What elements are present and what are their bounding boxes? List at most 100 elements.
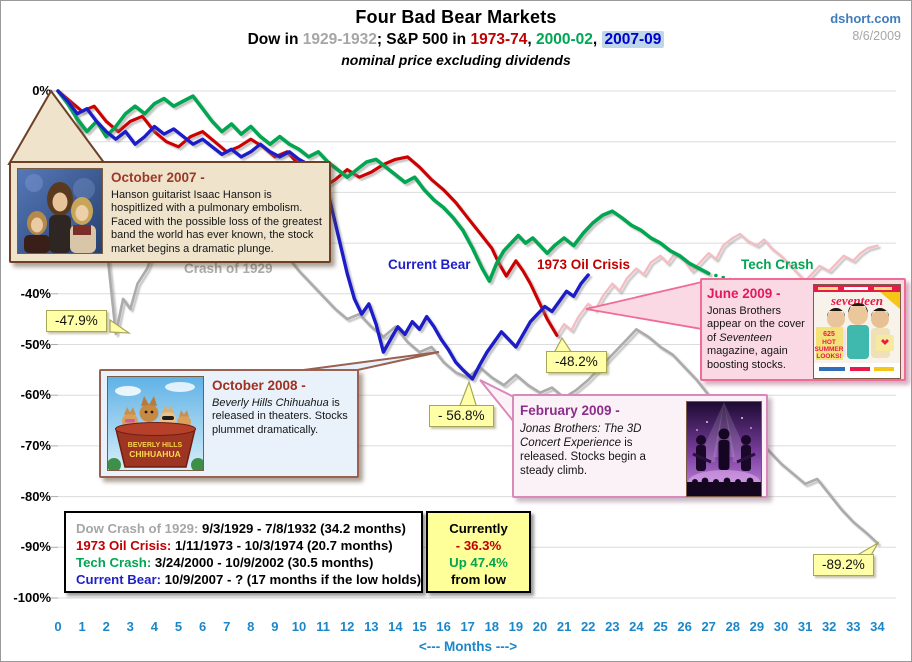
series-label-current-bear: Current Bear	[388, 257, 471, 272]
value-callout-47-9: -47.9%	[46, 310, 107, 332]
series-label-crash-of-1929: Crash of 1929	[184, 261, 273, 276]
subtitle-1929: 1929-1932	[302, 31, 377, 48]
x-tick-label: 3	[126, 619, 134, 634]
x-tick-label: 21	[556, 619, 572, 634]
x-tick-label: 15	[412, 619, 427, 634]
value-479-pointer	[109, 318, 132, 334]
chart-subtitle: Dow in 1929-1932; S&P 500 in 1973-74, 20…	[1, 31, 911, 49]
legend-row-dow1929: Dow Crash of 1929: 9/3/1929 - 7/8/1932 (…	[76, 521, 406, 536]
x-tick-label: 33	[846, 619, 861, 634]
feb2009-callout-box: February 2009 - Jonas Brothers: The 3D C…	[512, 394, 768, 498]
x-tick-label: 0	[54, 619, 62, 634]
x-tick-label: 7	[223, 619, 231, 634]
chart-tagline: nominal price excluding dividends	[341, 52, 571, 68]
x-tick-label: 26	[677, 619, 692, 634]
cover-line-looks: LOOKS!	[816, 353, 841, 360]
chart-date: 8/6/2009	[852, 29, 901, 43]
hanson-photo	[17, 168, 103, 254]
currently-box: Currently - 36.3% Up 47.4% from low	[426, 511, 531, 593]
jun2009-callout-box: June 2009 - Jonas Brothers appear on the…	[700, 278, 906, 381]
site-credit: dshort.com 8/6/2009	[830, 11, 901, 43]
jun2009-heading: June 2009 -	[707, 286, 781, 301]
x-tick-label: 29	[749, 619, 765, 634]
x-tick-label: 9	[271, 619, 279, 634]
value-callout-48-2: -48.2%	[546, 351, 607, 373]
poster-title-line2: CHIHUAHUA	[129, 449, 180, 459]
y-tick-label: -40%	[20, 285, 51, 301]
x-tick-label: 19	[508, 619, 524, 634]
oct2007-text: October 2007 - Hanson guitarist Isaac Ha…	[111, 168, 325, 256]
x-tick-label: 1	[78, 619, 86, 634]
x-tick-label: 6	[198, 619, 207, 634]
jun2009-magazine-title: Seventeen	[719, 331, 772, 344]
y-tick-label: 0%	[32, 83, 51, 98]
legend-row-current: Current Bear: 10/9/2007 - ? (17 months i…	[76, 572, 422, 587]
x-tick-label: 12	[339, 619, 355, 634]
y-tick-label: -100%	[13, 590, 51, 605]
legend-row-tech: Tech Crash: 3/24/2000 - 10/9/2002 (30.5 …	[76, 555, 374, 570]
x-tick-label: 8	[247, 619, 255, 634]
y-tick-label: -90%	[20, 539, 51, 555]
x-tick-label: 13	[364, 619, 379, 634]
subtitle-1973: 1973-74	[470, 31, 528, 48]
x-tick-label: 25	[653, 619, 668, 634]
x-tick-label: 30	[773, 619, 789, 634]
chihuahua-poster: BEVERLY HILLS CHIHUAHUA	[107, 376, 204, 471]
x-tick-label: 24	[629, 619, 644, 634]
x-tick-label: 20	[532, 619, 548, 634]
subtitle-2007-highlight: 2007-09	[601, 31, 665, 48]
jonas-3d-poster	[686, 401, 762, 497]
legend-row-oil1973: 1973 Oil Crisis: 1/11/1973 - 10/3/1974 (…	[76, 538, 393, 553]
oct2007-heading: October 2007 -	[111, 170, 205, 185]
x-tick-label: 23	[605, 619, 620, 634]
jun2009-text: June 2009 - Jonas Brothers appear on the…	[707, 284, 807, 372]
site-name: dshort.com	[830, 11, 901, 26]
cover-line-summer: SUMMER	[815, 346, 844, 353]
value-callout-56-8: - 56.8%	[429, 405, 494, 427]
currently-from-low-label: from low	[451, 572, 506, 587]
series-label-tech-crash: Tech Crash	[741, 257, 814, 272]
x-tick-label: 2	[102, 619, 110, 634]
y-tick-label: -50%	[20, 336, 51, 352]
x-tick-label: 10	[291, 619, 307, 634]
currently-drawdown: - 36.3%	[455, 538, 502, 553]
y-tick-label: -70%	[20, 437, 51, 453]
feb2009-heading: February 2009 -	[520, 403, 620, 418]
page-title: Four Bad Bear Markets	[355, 7, 557, 27]
x-tick-label: 28	[725, 619, 741, 634]
subtitle-2000: 2000-02	[535, 31, 593, 48]
poster-title-line1: BEVERLY HILLS	[128, 442, 183, 449]
oct2008-movie-title: Beverly Hills Chihuahua	[212, 397, 329, 409]
magazine-masthead: seventeen	[830, 293, 883, 308]
x-tick-label: 17	[460, 619, 475, 634]
x-tick-label: 14	[388, 619, 403, 634]
feb2009-movie-title: Jonas Brothers: The 3D Concert Experienc…	[520, 423, 642, 450]
oct2007-callout-pointer	[7, 89, 107, 165]
jun2009-callout-pointer	[585, 280, 703, 331]
y-tick-label: -60%	[20, 387, 51, 403]
oct2007-callout-box: October 2007 - Hanson guitarist Isaac Ha…	[9, 161, 331, 263]
series-label-1973-oil-crisis: 1973 Oil Crisis	[537, 257, 631, 272]
x-tick-label: 27	[701, 619, 716, 634]
cover-line-hot: HOT	[822, 339, 836, 346]
currently-up-from-low: Up 47.4%	[449, 555, 508, 570]
cover-line-625: 625	[823, 331, 835, 338]
currently-title: Currently	[449, 521, 508, 536]
x-axis-title: <--- Months --->	[418, 639, 518, 654]
x-tick-label: 34	[870, 619, 885, 634]
feb2009-text: February 2009 - Jonas Brothers: The 3D C…	[520, 401, 678, 478]
x-tick-label: 31	[797, 619, 813, 634]
oct2007-body: Hanson guitarist Isaac Hanson is hospitl…	[111, 189, 322, 255]
x-tick-label: 5	[174, 619, 183, 634]
oct2008-callout-box: BEVERLY HILLS CHIHUAHUA October 2008 - B…	[99, 369, 359, 478]
value-callout-89-2: -89.2%	[813, 554, 874, 576]
x-tick-label: 16	[436, 619, 451, 634]
oct2008-heading: October 2008 -	[212, 378, 306, 393]
seventeen-cover: seventeen 625 HOT SUMMER LOOKS!	[813, 284, 901, 379]
x-tick-label: 4	[150, 619, 158, 634]
y-tick-label: -80%	[20, 488, 51, 504]
x-tick-label: 18	[484, 619, 500, 634]
x-tick-label: 22	[580, 619, 596, 634]
